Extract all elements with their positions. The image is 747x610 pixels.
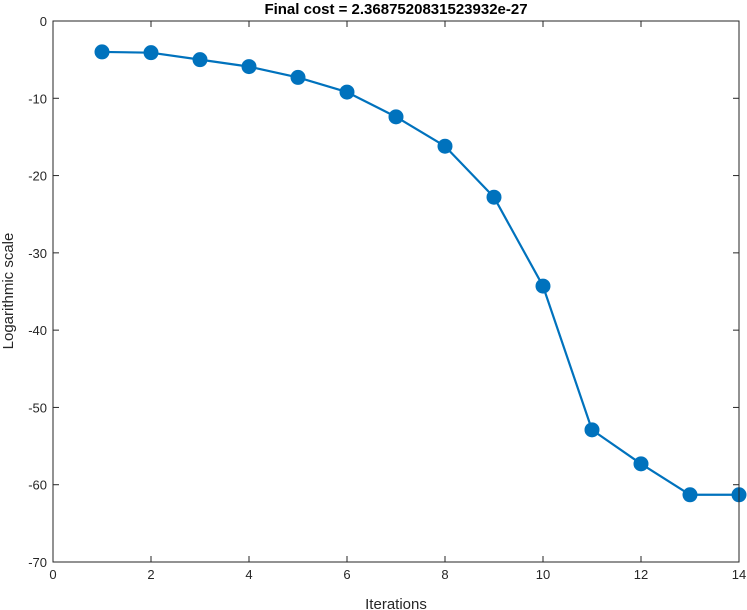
x-tick-label: 4: [245, 567, 252, 582]
data-point: [143, 45, 159, 61]
x-tick-label: 10: [536, 567, 550, 582]
x-tick-label: 2: [147, 567, 154, 582]
x-tick-label: 6: [343, 567, 350, 582]
data-point: [388, 109, 404, 125]
x-axis-label: Iterations: [365, 596, 427, 610]
y-tick-label: -70: [28, 555, 47, 570]
y-tick-label: -50: [28, 400, 47, 415]
x-ticks: 0 2 4 6 8 10 12 14: [49, 21, 746, 582]
y-tick-label: -60: [28, 478, 47, 493]
plot-box: [52, 20, 740, 563]
y-tick-label: -40: [28, 323, 47, 338]
y-axis-label: Logarithmic scale: [0, 233, 17, 350]
series-layer: [94, 44, 747, 503]
data-point: [437, 138, 453, 154]
x-tick-label: 8: [441, 567, 448, 582]
data-point: [682, 487, 698, 503]
x-tick-label: 0: [49, 567, 56, 582]
chart-title: Final cost = 2.3687520831523932e-27: [264, 1, 527, 18]
y-tick-label: -10: [28, 91, 47, 106]
y-tick-label: -20: [28, 169, 47, 184]
data-point: [339, 84, 355, 100]
data-point: [486, 189, 502, 205]
data-point: [535, 278, 551, 294]
x-tick-label: 14: [732, 567, 746, 582]
series-line: [101, 50, 739, 496]
x-tick-label: 12: [634, 567, 648, 582]
y-tick-label: -30: [28, 246, 47, 261]
data-point: [633, 456, 649, 472]
data-point: [192, 52, 208, 68]
y-tick-label: 0: [40, 14, 47, 29]
data-point: [290, 69, 306, 85]
data-point: [94, 44, 110, 60]
data-point: [241, 59, 257, 75]
plot-background: [53, 21, 739, 562]
data-point: [584, 422, 600, 438]
